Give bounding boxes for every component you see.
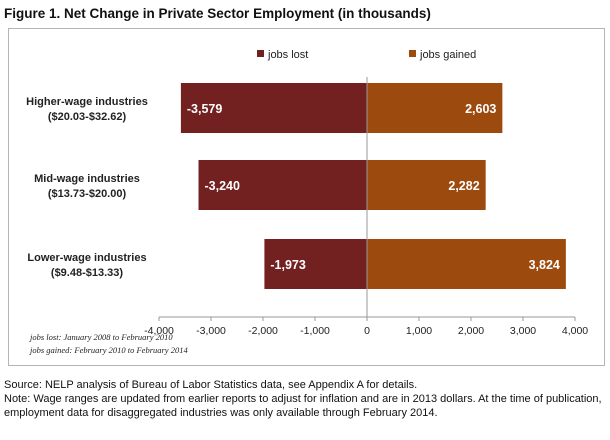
bar-jobs-gained xyxy=(367,83,503,133)
x-tick-label: 1,000 xyxy=(406,325,432,337)
x-tick-label: 4,000 xyxy=(562,325,588,337)
legend-label-jobs-gained: jobs gained xyxy=(419,49,476,61)
bar-chart: jobs lost jobs gained -3,579 2,603 Higher-wa… xyxy=(26,49,588,337)
bar-label-jobs-lost: -1,973 xyxy=(270,258,305,272)
chart-frame: jobs lost jobs gained -3,579 2,603 Higher-wa… xyxy=(8,28,605,366)
bar-jobs-gained xyxy=(367,239,566,289)
x-tick-label: 0 xyxy=(364,325,370,337)
x-tick-label: -1,000 xyxy=(300,325,330,337)
bar-label-jobs-lost: -3,240 xyxy=(205,179,240,193)
bar-label-jobs-gained: 2,282 xyxy=(448,179,479,193)
x-tick-label: 2,000 xyxy=(458,325,484,337)
category-label: Higher-wage industries xyxy=(26,96,148,108)
bar-jobs-lost xyxy=(264,239,367,289)
x-tick-label: -3,000 xyxy=(196,325,226,337)
jobs-lost-period-note: jobs lost: January 2008 to February 2010 xyxy=(30,332,173,342)
source-line: Source: NELP analysis of Bureau of Labor… xyxy=(4,379,418,391)
bar-label-jobs-gained: 2,603 xyxy=(465,102,496,116)
legend-swatch-jobs-lost xyxy=(257,50,264,57)
figure-title: Figure 1. Net Change in Private Sector E… xyxy=(4,6,431,21)
note-line: Note: Wage ranges are updated from earli… xyxy=(4,393,602,419)
bar-jobs-gained xyxy=(367,160,486,210)
x-tick-label: -4,000 xyxy=(144,325,174,337)
source-notes: Source: NELP analysis of Bureau of Labor… xyxy=(4,378,604,420)
category-label: Mid-wage industries xyxy=(34,173,140,185)
category-range-label: ($9.48-$13.33) xyxy=(51,267,123,279)
bar-jobs-lost xyxy=(180,83,367,133)
jobs-gained-period-note: jobs gained: February 2010 to February 2… xyxy=(30,345,188,355)
category-label: Lower-wage industries xyxy=(27,252,146,264)
category-range-label: ($13.73-$20.00) xyxy=(48,188,127,200)
bar-jobs-lost xyxy=(198,160,367,210)
legend-label-jobs-lost: jobs lost xyxy=(267,49,308,61)
legend-swatch-jobs-gained xyxy=(409,50,416,57)
bar-label-jobs-lost: -3,579 xyxy=(187,102,222,116)
bar-label-jobs-gained: 3,824 xyxy=(529,258,560,272)
x-tick-label: 3,000 xyxy=(510,325,536,337)
category-range-label: ($20.03-$32.62) xyxy=(48,111,127,123)
x-tick-label: -2,000 xyxy=(248,325,278,337)
